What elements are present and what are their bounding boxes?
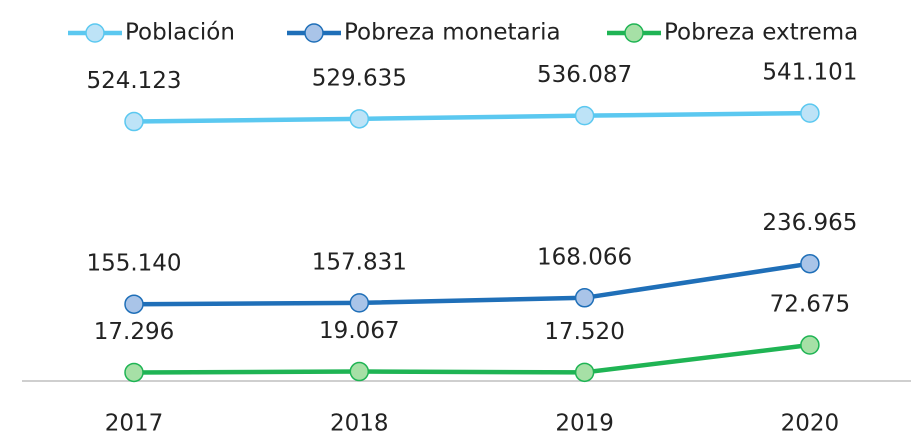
legend-marker (85, 23, 105, 43)
series-line (133, 342, 811, 375)
series-line (133, 110, 810, 124)
legend-label: Población (125, 20, 235, 46)
data-label: 72.675 (770, 292, 850, 318)
data-point (349, 361, 370, 382)
data-point (124, 111, 144, 132)
data-point (574, 362, 595, 383)
data-point (124, 294, 144, 314)
x-tick-label: 2018 (330, 411, 389, 437)
data-label: 155.140 (86, 251, 181, 277)
data-label: 529.635 (312, 65, 407, 91)
legend-label: Pobreza extrema (664, 20, 858, 46)
x-tick-label: 2019 (555, 411, 614, 437)
data-point (349, 293, 370, 313)
data-point (574, 288, 595, 308)
x-tick-label: 2017 (105, 411, 164, 437)
legend-marker (624, 23, 644, 43)
data-point (800, 253, 820, 274)
data-label: 536.087 (537, 62, 632, 88)
data-label: 541.101 (762, 60, 857, 86)
data-label: 17.520 (544, 319, 624, 345)
data-point (800, 103, 820, 123)
legend-label: Pobreza monetaria (344, 20, 561, 46)
data-point (800, 335, 820, 355)
data-point (574, 105, 595, 126)
legend-marker (304, 23, 324, 43)
data-point (349, 109, 370, 129)
data-label: 19.067 (319, 318, 399, 344)
series-line (133, 261, 811, 307)
data-label: 524.123 (86, 68, 181, 94)
data-label: 17.296 (94, 319, 174, 345)
data-point (124, 362, 144, 383)
data-label: 157.831 (312, 249, 407, 275)
x-tick-label: 2020 (781, 411, 840, 437)
data-label: 236.965 (762, 210, 857, 236)
data-label: 168.066 (537, 244, 632, 270)
